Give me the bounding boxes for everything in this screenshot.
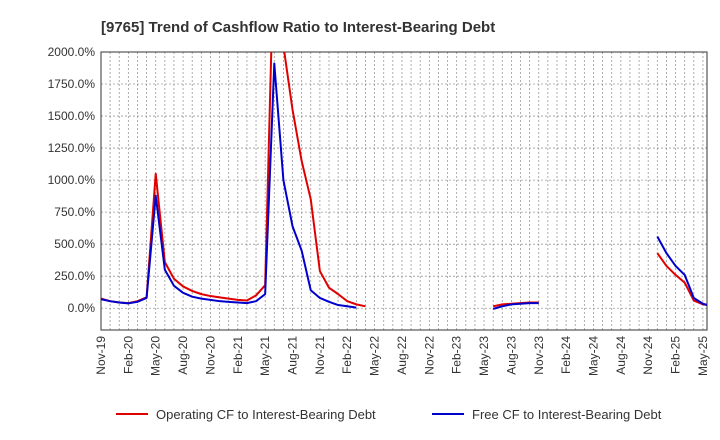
y-tick-label: 1500.0% xyxy=(48,109,96,123)
x-tick-label: Aug-22 xyxy=(395,336,409,375)
x-tick-label: May-25 xyxy=(696,336,710,376)
x-tick-label: Feb-22 xyxy=(340,336,354,374)
series-2-line xyxy=(101,62,357,309)
x-tick-label: May-24 xyxy=(586,336,600,376)
chart-title: [9765] Trend of Cashflow Ratio to Intere… xyxy=(101,19,495,36)
y-tick-label: 500.0% xyxy=(54,237,95,251)
y-tick-label: 1250.0% xyxy=(48,141,96,155)
series-layer xyxy=(101,52,707,310)
series-2-line xyxy=(492,302,539,310)
x-tick-label: May-20 xyxy=(149,336,163,376)
x-tick-label: Nov-23 xyxy=(532,336,546,375)
legend-label: Operating CF to Interest-Bearing Debt xyxy=(156,407,376,422)
legend-item: Free CF to Interest-Bearing Debt xyxy=(432,407,662,422)
x-tick-label: Feb-23 xyxy=(450,336,464,374)
series-1 xyxy=(101,52,707,308)
x-tick-label: Feb-21 xyxy=(231,336,245,374)
legend-label: Free CF to Interest-Bearing Debt xyxy=(472,407,662,422)
axis-layer: 0.0% 250.0% 500.0% 750.0% 1000.0% 1250.0% 1500… xyxy=(48,45,710,376)
x-tick-label: Nov-20 xyxy=(203,336,217,375)
series-2 xyxy=(101,62,707,310)
x-tick-label: Nov-19 xyxy=(94,336,108,375)
x-tick-label: May-21 xyxy=(258,336,272,376)
x-tick-label: May-23 xyxy=(477,336,491,376)
series-1-line xyxy=(101,52,366,308)
x-tick-label: Nov-24 xyxy=(641,336,655,375)
y-tick-label: 2000.0% xyxy=(48,45,96,59)
grid-layer xyxy=(100,51,707,330)
y-tick-label: 250.0% xyxy=(54,269,95,283)
x-tick-label: May-22 xyxy=(368,336,382,376)
x-tick-label: Aug-21 xyxy=(286,336,300,375)
x-tick-label: Nov-22 xyxy=(422,336,436,375)
x-tick-label: Aug-23 xyxy=(504,336,518,375)
y-tick-label: 0.0% xyxy=(68,301,96,315)
x-tick-label: Feb-25 xyxy=(669,336,683,374)
plot-frame xyxy=(100,51,708,331)
y-tick-label: 750.0% xyxy=(54,205,95,219)
x-tick-label: Feb-20 xyxy=(121,336,135,374)
y-tick-label: 1750.0% xyxy=(48,77,96,91)
legend-item: Operating CF to Interest-Bearing Debt xyxy=(116,407,376,422)
x-tick-label: Aug-24 xyxy=(614,336,628,375)
x-tick-label: Nov-21 xyxy=(313,336,327,375)
series-2-line xyxy=(656,235,707,306)
x-tick-label: Aug-20 xyxy=(176,336,190,375)
legend: Operating CF to Interest-Bearing Debt Fre… xyxy=(116,407,662,422)
y-tick-label: 1000.0% xyxy=(48,173,96,187)
x-tick-label: Feb-24 xyxy=(559,336,573,374)
